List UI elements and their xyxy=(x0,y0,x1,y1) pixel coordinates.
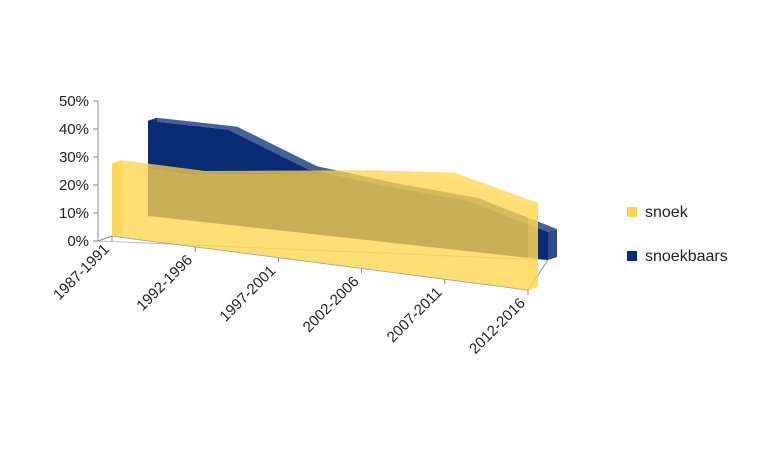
x-axis-floor-depth xyxy=(97,235,113,242)
y-tick-label: 20% xyxy=(59,177,89,194)
x-tick-label: 2012-2016 xyxy=(466,295,529,358)
legend: snoek snoekbaars xyxy=(627,204,728,265)
y-tick-label: 50% xyxy=(59,93,89,110)
y-axis-ticks: 0% 10% 20% 30% 40% 50% xyxy=(59,93,98,250)
legend-swatch-snoek xyxy=(627,207,637,217)
y-tick-label: 0% xyxy=(67,233,89,250)
x-tick-label: 2002-2006 xyxy=(300,273,363,336)
y-tick-label: 30% xyxy=(59,149,89,166)
legend-label-snoekbaars: snoekbaars xyxy=(645,248,728,265)
series-snoek-side-face xyxy=(528,203,538,290)
legend-swatch-snoekbaars xyxy=(627,251,637,261)
series-layer xyxy=(111,117,557,290)
legend-label-snoek: snoek xyxy=(645,204,689,221)
y-tick-label: 40% xyxy=(59,121,89,138)
x-tick-label: 1997-2001 xyxy=(216,262,279,325)
y-tick-label: 10% xyxy=(59,205,89,222)
series-snoekbaars-side-face xyxy=(548,229,557,260)
series-snoek-area xyxy=(112,163,528,290)
x-tick-label: 1987-1991 xyxy=(50,241,113,304)
x-tick-label: 1992-1996 xyxy=(133,252,196,315)
series-snoek-top-face xyxy=(112,160,538,206)
x-tick-label: 2007-2011 xyxy=(384,284,446,346)
